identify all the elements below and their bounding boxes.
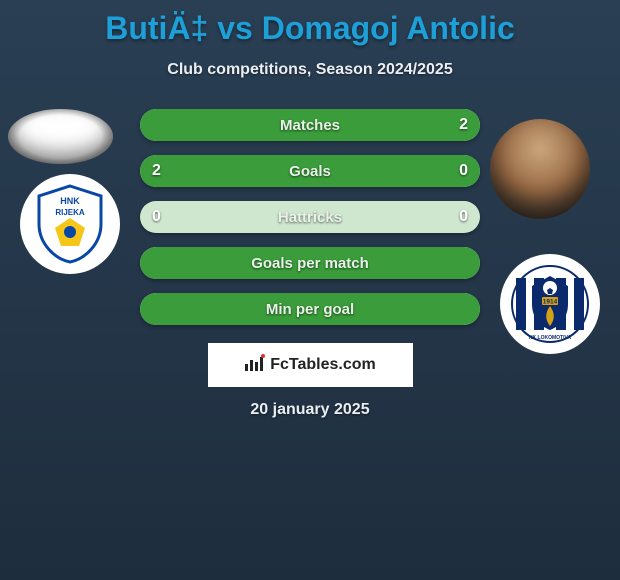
stat-row: 2 0 Goals [140, 155, 480, 187]
stat-row: Goals per match [140, 247, 480, 279]
page-title: ButiÄ‡ vs Domagoj Antolic [0, 0, 620, 47]
stat-value-left: 2 [152, 162, 161, 180]
club-left-badge: HNK RIJEKA [20, 174, 120, 274]
svg-text:HNK: HNK [60, 196, 80, 206]
shield-icon: 1914 NK LOKOMOTIVA [510, 264, 590, 344]
chart-icon [244, 354, 266, 377]
page-subtitle: Club competitions, Season 2024/2025 [0, 61, 620, 79]
stat-label: Min per goal [266, 301, 354, 318]
stats-list: 2 Matches 2 0 Goals 0 0 Hattricks Goals per matc… [140, 109, 480, 325]
player-left-avatar [8, 109, 113, 164]
comparison-content: HNK RIJEKA 1914 [0, 109, 620, 419]
stat-label: Hattricks [278, 209, 342, 226]
stat-label: Matches [280, 117, 340, 134]
club-right-badge: 1914 NK LOKOMOTIVA [500, 254, 600, 354]
stat-value-right: 0 [459, 162, 468, 180]
stat-row: Min per goal [140, 293, 480, 325]
svg-text:1914: 1914 [543, 299, 558, 306]
fctables-logo: FcTables.com [208, 343, 413, 387]
svg-text:NK LOKOMOTIVA: NK LOKOMOTIVA [529, 335, 572, 341]
date-text: 20 january 2025 [0, 401, 620, 419]
logo-text: FcTables.com [270, 356, 376, 374]
stat-label: Goals [289, 163, 331, 180]
svg-text:RIJEKA: RIJEKA [55, 208, 85, 217]
stat-value-right: 2 [459, 116, 468, 134]
stat-value-left: 0 [152, 208, 161, 226]
player-right-avatar [490, 119, 590, 219]
stat-row: 2 Matches [140, 109, 480, 141]
stat-row: 0 0 Hattricks [140, 201, 480, 233]
stat-label: Goals per match [251, 255, 369, 272]
shield-icon: HNK RIJEKA [35, 184, 105, 264]
stat-value-right: 0 [459, 208, 468, 226]
